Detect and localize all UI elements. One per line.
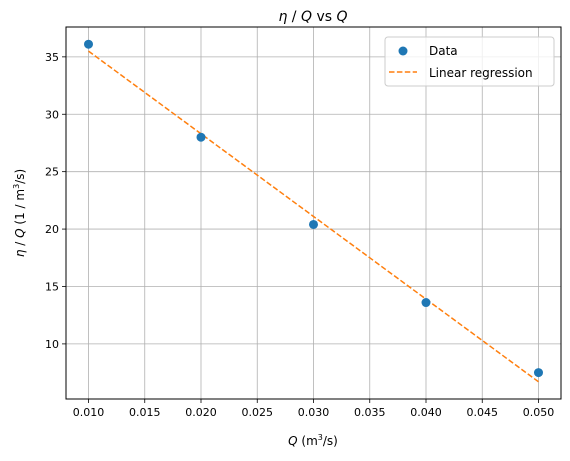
y-tick-label: 10: [45, 338, 59, 351]
x-tick-label: 0.050: [523, 406, 555, 419]
grid: [66, 27, 561, 399]
legend-marker-data: [398, 46, 408, 56]
x-tick-label: 0.015: [129, 406, 161, 419]
data-point: [421, 298, 431, 308]
y-tick-label: 25: [45, 166, 59, 179]
regression-line: [88, 50, 539, 383]
x-tick-label: 0.010: [73, 406, 105, 419]
y-tick-label: 30: [45, 108, 59, 121]
y-axis-label: η / Q (1 / m3/s): [12, 169, 27, 257]
x-tick-label: 0.020: [185, 406, 217, 419]
x-tick-label: 0.030: [298, 406, 330, 419]
x-axis-ticks: 0.010 0.015 0.020 0.025 0.030 0.035 0.040 0.045…: [73, 399, 555, 419]
x-tick-label: 0.040: [410, 406, 442, 419]
legend: Data Linear regression: [384, 36, 555, 87]
y-tick-label: 20: [45, 223, 59, 236]
chart-title: η / Q vs Q: [278, 9, 347, 25]
legend-label-regression: Linear regression: [429, 66, 533, 80]
x-tick-label: 0.035: [354, 406, 386, 419]
y-tick-label: 35: [45, 51, 59, 64]
y-tick-label: 15: [45, 280, 59, 293]
data-point: [534, 368, 543, 378]
x-tick-label: 0.045: [467, 406, 499, 419]
data-point: [84, 39, 93, 49]
data-point: [309, 219, 318, 229]
legend-label-data: Data: [429, 44, 458, 58]
x-axis-label: Q (m3/s): [288, 433, 338, 448]
data-point: [196, 132, 206, 142]
legend-box: [384, 36, 555, 87]
y-axis-ticks: 10 15 20 25 30 35: [45, 51, 66, 351]
plot-series: [84, 39, 543, 383]
x-tick-label: 0.025: [242, 406, 274, 419]
